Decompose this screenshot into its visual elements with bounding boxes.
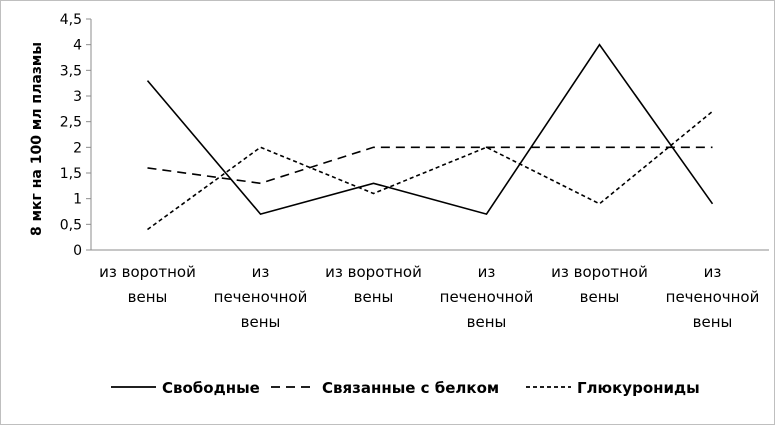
legend-label-1: Свободные xyxy=(162,379,260,397)
x-tick-label-line: вены xyxy=(580,288,620,306)
y-axis-ticks: 0 0,5 1 1,5 2 2,5 3 3,5 4 4,5 xyxy=(60,12,91,259)
x-tick-label-line: вены xyxy=(693,313,733,331)
legend: Свободные Связанные с белком Глюкурониды xyxy=(111,379,700,397)
x-tick-label-line: из xyxy=(478,263,496,281)
y-tick-label: 0 xyxy=(73,243,82,259)
y-tick-label: 1,5 xyxy=(60,166,82,182)
y-tick-label: 4 xyxy=(73,38,82,54)
x-tick-label: из воротной вены xyxy=(99,263,196,306)
x-tick-label: из печеночной вены xyxy=(214,263,308,331)
x-tick-label-line: из воротной xyxy=(551,263,648,281)
y-tick-label: 2,5 xyxy=(60,115,82,131)
series-line-3 xyxy=(147,110,714,231)
x-tick-label-line: печеночной xyxy=(214,288,308,306)
y-tick-label: 0,5 xyxy=(60,217,82,233)
x-tick-label-line: из xyxy=(252,263,270,281)
x-tick-label-line: вены xyxy=(241,313,281,331)
x-tick-label-line: вены xyxy=(467,313,507,331)
x-tick-label: из печеночной вены xyxy=(666,263,760,331)
x-tick-label-line: вены xyxy=(354,288,394,306)
x-tick-label: из печеночной вены xyxy=(440,263,534,331)
legend-label-2: Связанные с белком xyxy=(322,379,499,397)
x-tick-label-line: из xyxy=(704,263,722,281)
x-tick-label-line: из воротной xyxy=(99,263,196,281)
y-tick-label: 2 xyxy=(73,140,82,156)
x-tick-label-line: вены xyxy=(128,288,168,306)
x-tick-label-line: из воротной xyxy=(325,263,422,281)
series-line-1 xyxy=(146,43,714,216)
y-axis-label: 8 мкг на 100 мл плазмы xyxy=(29,42,45,236)
y-tick-label: 3,5 xyxy=(60,63,82,79)
y-tick-label: 1 xyxy=(73,192,82,208)
y-tick-label: 4,5 xyxy=(60,12,82,28)
y-tick-label: 3 xyxy=(73,89,82,105)
series-lines xyxy=(146,43,714,231)
x-tick-label: из воротной вены xyxy=(551,263,648,306)
x-tick-label: из воротной вены xyxy=(325,263,422,306)
x-tick-label-line: печеночной xyxy=(666,288,760,306)
axes xyxy=(90,19,769,251)
x-tick-label-line: печеночной xyxy=(440,288,534,306)
legend-label-3: Глюкурониды xyxy=(577,379,700,397)
series-line-2 xyxy=(147,146,713,185)
